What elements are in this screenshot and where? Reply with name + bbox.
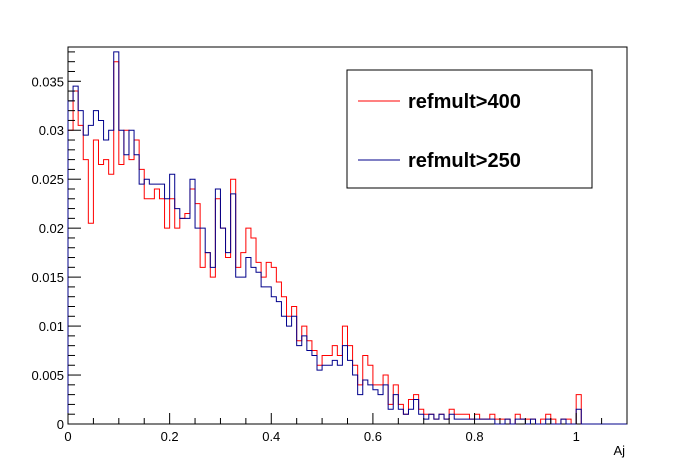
series-layer <box>67 51 627 425</box>
y-tick-label: 0.025 <box>31 172 64 187</box>
legend-label-refmult-400: refmult>400 <box>408 91 521 113</box>
x-tick-label: 0.6 <box>364 429 382 444</box>
x-axis: 0 0.2 0.4 0.6 0.8 1 <box>64 413 628 444</box>
y-tick-label: 0.01 <box>39 319 64 334</box>
x-tick-label: 0.8 <box>466 429 484 444</box>
x-tick-label: 0 <box>64 429 71 444</box>
x-axis-title: Aj <box>613 443 625 458</box>
y-tick-label: 0.035 <box>31 74 64 89</box>
y-tick-label: 0.02 <box>39 221 64 236</box>
y-tick-label: 0.005 <box>31 368 64 383</box>
y-tick-label: 0 <box>57 417 64 432</box>
x-tick-label: 1 <box>573 429 580 444</box>
x-tick-label: 0.4 <box>262 429 280 444</box>
y-axis: 0 0.005 0.01 0.015 0.02 0.025 0.03 0.035 <box>31 51 81 432</box>
legend-label-refmult-250: refmult>250 <box>408 150 521 172</box>
legend-box <box>346 69 593 189</box>
series-line-refmult-250 <box>67 51 627 425</box>
x-tick-label: 0.2 <box>161 429 179 444</box>
y-tick-label: 0.015 <box>31 270 64 285</box>
y-tick-label: 0.03 <box>39 123 64 138</box>
legend: refmult>400 refmult>250 <box>346 69 593 189</box>
